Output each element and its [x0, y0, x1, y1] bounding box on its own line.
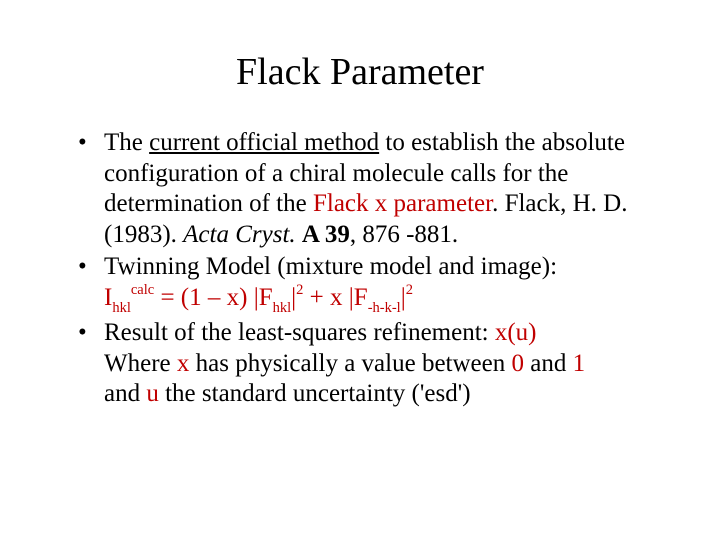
b1-journal: Acta Cryst. [183, 221, 296, 248]
b1-flack-x: Flack x parameter [313, 190, 492, 217]
eq-F2-bar: | [401, 284, 406, 311]
eq-F2-exp: 2 [406, 282, 413, 298]
bullet-1: The current official method to establish… [78, 128, 660, 250]
b2-equation: Ihklcalc = (1 – x) |Fhkl|2 + x |F-h-k-l|… [104, 283, 660, 317]
bullet-list: The current official method to establish… [78, 128, 660, 410]
slide-title: Flack Parameter [60, 50, 660, 94]
eq-plus: + x |F [303, 284, 367, 311]
b1-volume: A 39 [302, 221, 350, 248]
b1-text-1: The [104, 129, 149, 156]
slide: Flack Parameter The current official met… [0, 0, 720, 540]
b3-x: x [177, 350, 190, 377]
b3-text-7: and [524, 350, 573, 377]
b2-text-1: Twinning Model (mixture model and image)… [104, 253, 557, 280]
eq-F1-sub: hkl [273, 300, 292, 316]
eq-I-sub: hkl [112, 300, 131, 316]
b3-line3: and u the standard uncertainty ('esd') [104, 379, 660, 410]
bullet-3: Result of the least-squares refinement: … [78, 318, 660, 410]
eq-I-sup: calc [131, 282, 154, 298]
eq-F1-exp: 2 [296, 282, 303, 298]
b3-xu: x(u) [495, 319, 537, 346]
eq-mid1: = (1 – x) |F [154, 284, 272, 311]
b1-underline-method: current official method [149, 129, 379, 156]
b3-text-3: Where [104, 350, 177, 377]
b3-zero: 0 [511, 350, 524, 377]
bullet-2: Twinning Model (mixture model and image)… [78, 252, 660, 316]
eq-F2-sub: -h-k-l [368, 300, 401, 316]
b3-text-9: and [104, 380, 146, 407]
b3-line2: Where x has physically a value between 0… [104, 349, 660, 380]
b3-text-11: the standard uncertainty ('esd') [159, 380, 471, 407]
b3-one: 1 [573, 350, 586, 377]
b1-text-9: , 876 -881. [350, 221, 458, 248]
b3-text-5: has physically a value between [189, 350, 511, 377]
b3-text-1: Result of the least-squares refinement: [104, 319, 495, 346]
b3-u: u [146, 380, 159, 407]
